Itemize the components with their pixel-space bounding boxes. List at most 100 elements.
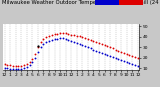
Point: [117, 58, 120, 60]
Point: [20, 66, 23, 67]
Point: [78, 44, 81, 45]
Point: [45, 36, 48, 38]
Point: [76, 35, 78, 37]
Point: [17, 69, 20, 70]
Point: [67, 33, 70, 34]
Point: [28, 61, 31, 63]
Point: [70, 34, 72, 35]
Point: [37, 46, 39, 47]
Point: [84, 37, 86, 39]
Point: [114, 57, 117, 59]
Point: [70, 40, 72, 42]
Point: [114, 49, 117, 50]
Point: [125, 61, 128, 63]
Point: [23, 65, 25, 66]
Point: [31, 58, 34, 60]
Point: [34, 53, 36, 54]
Point: [53, 33, 56, 34]
Point: [98, 51, 100, 52]
Point: [136, 66, 139, 67]
Point: [92, 49, 95, 50]
Point: [125, 53, 128, 54]
Point: [12, 69, 14, 70]
Point: [131, 64, 134, 65]
Point: [78, 35, 81, 37]
Point: [51, 34, 53, 35]
Point: [112, 48, 114, 49]
Point: [56, 33, 59, 34]
Point: [39, 41, 42, 43]
Point: [39, 47, 42, 48]
Point: [109, 47, 111, 48]
Point: [87, 47, 89, 48]
Point: [120, 59, 122, 61]
Text: Milwaukee Weather Outdoor Temperature vs Wind Chill (24 Hours): Milwaukee Weather Outdoor Temperature vs…: [2, 0, 160, 5]
Point: [23, 68, 25, 69]
Point: [100, 44, 103, 45]
Point: [56, 38, 59, 40]
Point: [103, 45, 106, 46]
Point: [20, 69, 23, 70]
Point: [112, 56, 114, 58]
Point: [81, 36, 84, 38]
Point: [53, 38, 56, 40]
Point: [42, 44, 45, 45]
Point: [59, 37, 61, 39]
Point: [89, 48, 92, 49]
Point: [51, 39, 53, 41]
Point: [92, 40, 95, 42]
Point: [28, 65, 31, 66]
Point: [73, 34, 75, 35]
Point: [17, 66, 20, 67]
Point: [14, 66, 17, 67]
Point: [42, 38, 45, 40]
Point: [6, 65, 9, 66]
Point: [106, 54, 109, 55]
Point: [3, 68, 6, 69]
Point: [9, 65, 11, 66]
Point: [31, 61, 34, 63]
Point: [48, 40, 50, 42]
Point: [9, 69, 11, 70]
Point: [95, 41, 97, 43]
Point: [59, 32, 61, 33]
Point: [87, 38, 89, 40]
Point: [95, 50, 97, 51]
Point: [134, 56, 136, 58]
Point: [67, 39, 70, 41]
Point: [89, 39, 92, 41]
Point: [81, 45, 84, 46]
Point: [128, 54, 131, 55]
Point: [103, 53, 106, 54]
Point: [64, 32, 67, 33]
Point: [128, 62, 131, 64]
Point: [37, 47, 39, 48]
Point: [14, 69, 17, 70]
Point: [6, 68, 9, 69]
Point: [134, 65, 136, 66]
Point: [84, 46, 86, 47]
Point: [123, 60, 125, 62]
Point: [109, 55, 111, 56]
Point: [25, 64, 28, 65]
Point: [25, 67, 28, 68]
Point: [48, 35, 50, 37]
Point: [62, 37, 64, 39]
Point: [37, 51, 39, 52]
Point: [76, 43, 78, 44]
Point: [12, 66, 14, 67]
Point: [45, 41, 48, 43]
Point: [3, 64, 6, 65]
Point: [106, 46, 109, 47]
Point: [120, 51, 122, 52]
Point: [34, 57, 36, 59]
Point: [123, 52, 125, 53]
Point: [136, 57, 139, 59]
Point: [64, 38, 67, 40]
Point: [100, 52, 103, 53]
Point: [62, 32, 64, 33]
Point: [117, 50, 120, 51]
Point: [98, 43, 100, 44]
Point: [73, 41, 75, 43]
Point: [131, 55, 134, 56]
